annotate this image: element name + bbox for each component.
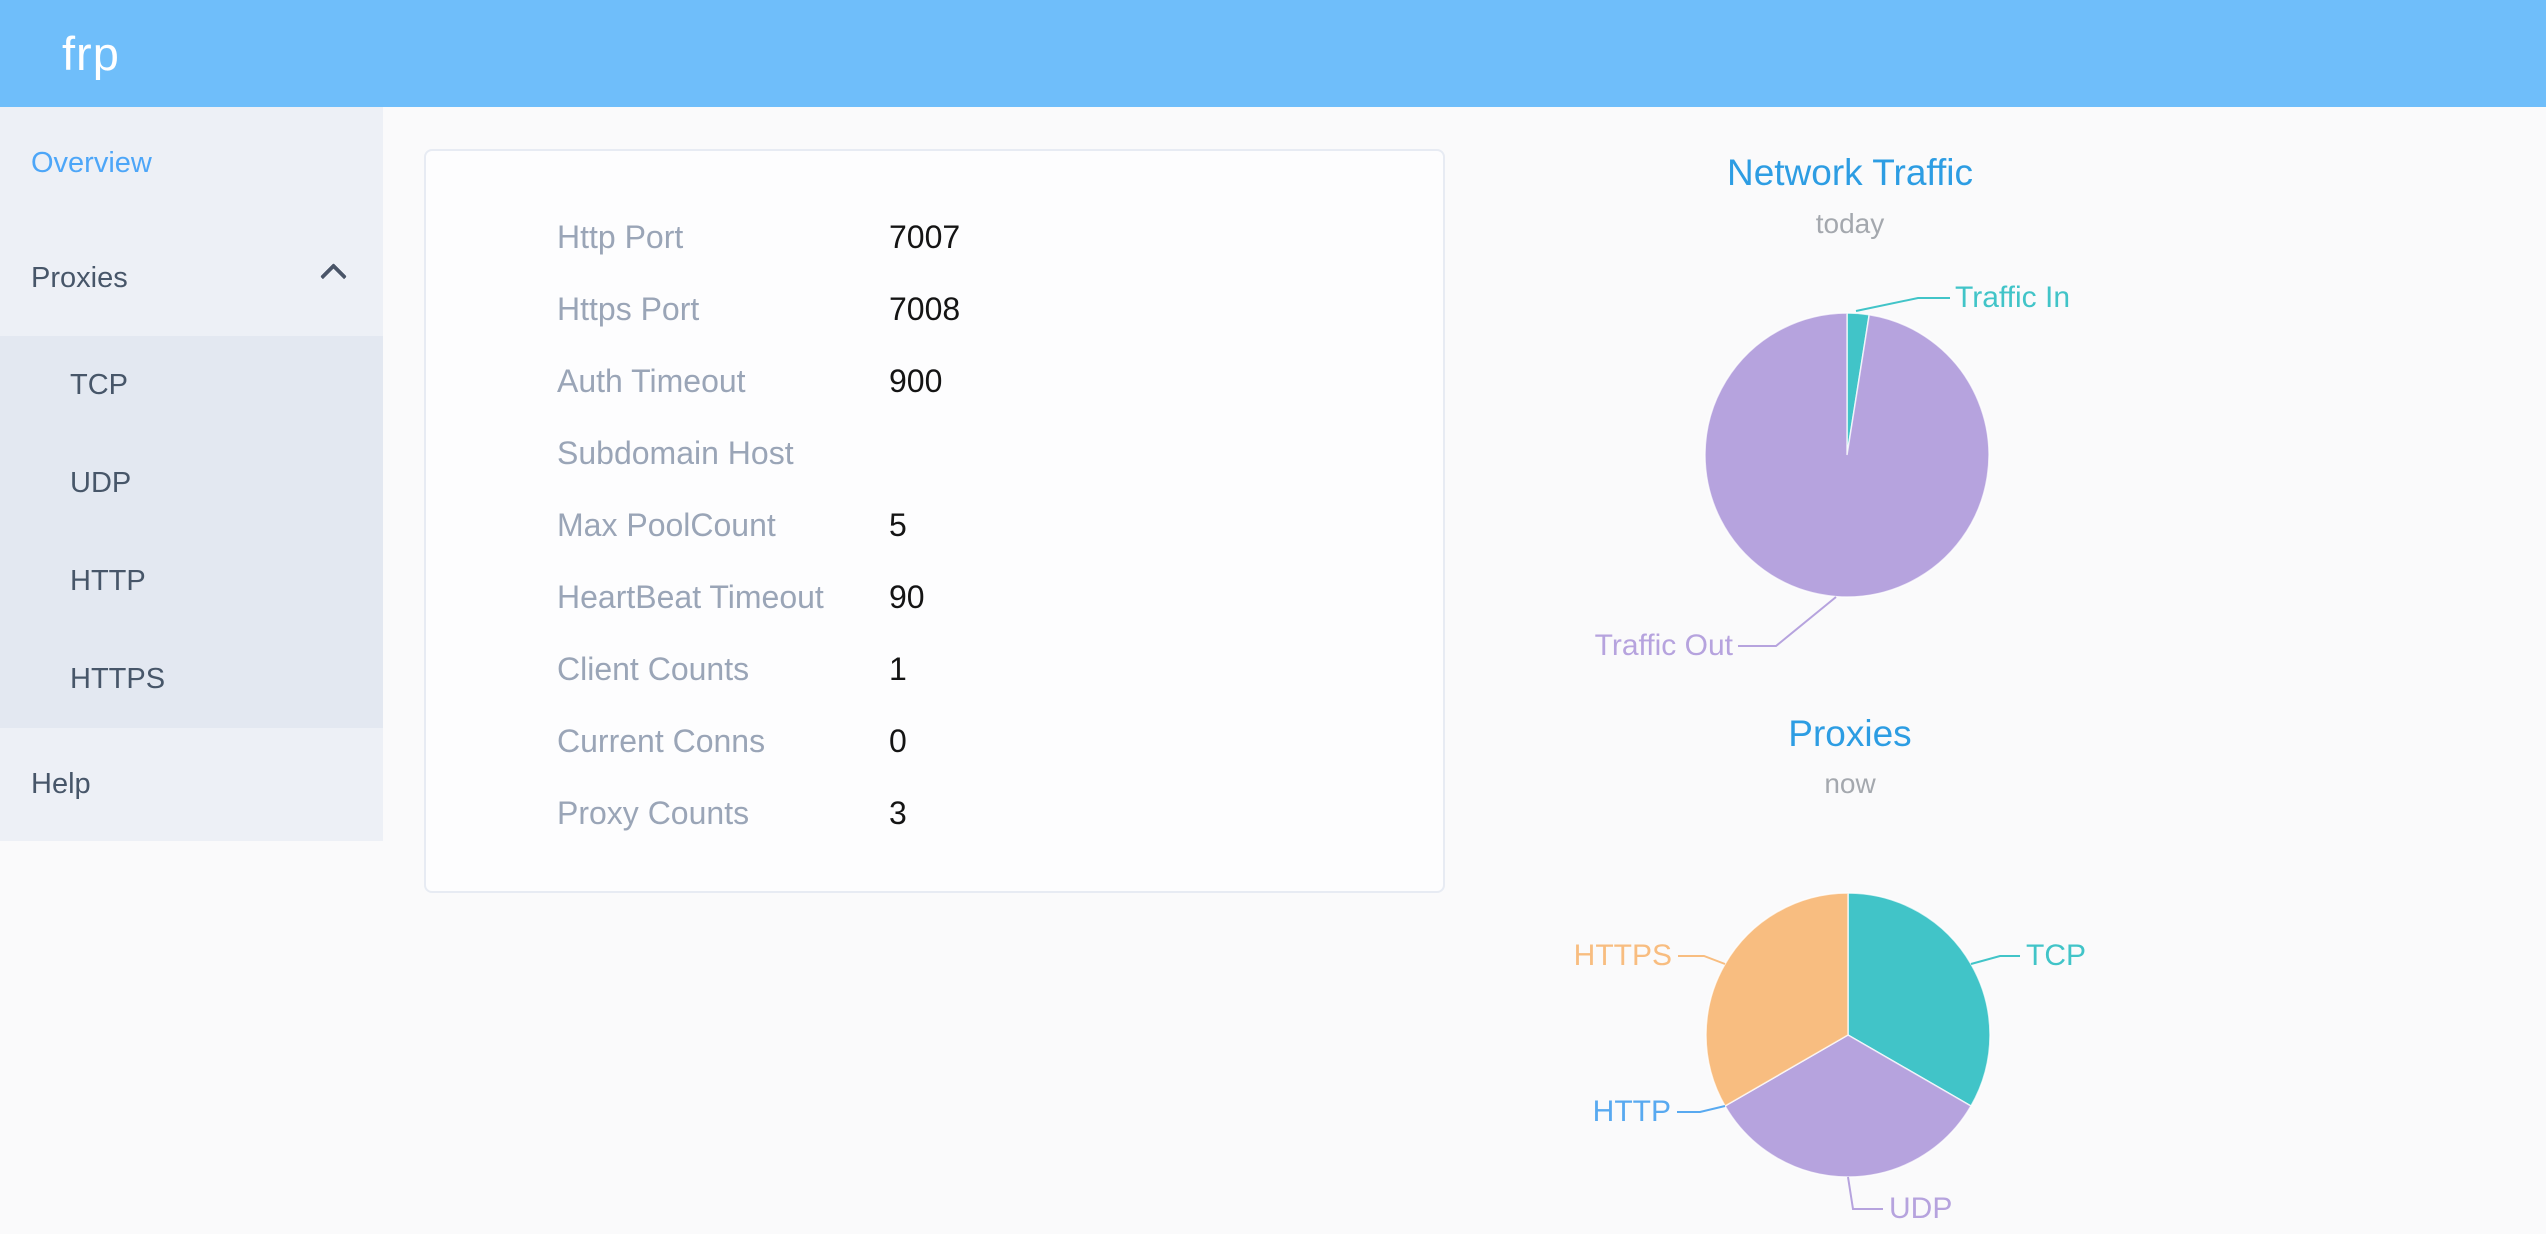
proxies-pie-slices[interactable]	[1705, 892, 1991, 1178]
sidebar-item-tcp[interactable]: TCP	[70, 369, 128, 401]
info-row-current-conns: Current Conns 0	[426, 705, 1443, 777]
sidebar-item-http[interactable]: HTTP	[70, 565, 146, 597]
info-value: 0	[889, 722, 907, 759]
info-label: Max PoolCount	[557, 506, 776, 543]
chevron-up-icon	[320, 263, 347, 290]
sidebar-item-overview-label: Overview	[31, 147, 152, 179]
network-traffic-pie-slices[interactable]	[1704, 312, 1990, 598]
network-traffic-title: Network Traffic	[1726, 152, 1974, 193]
info-label: Auth Timeout	[557, 362, 746, 399]
sidebar-item-help-label: Help	[31, 768, 91, 800]
network-traffic-pie[interactable]	[1550, 140, 2150, 685]
sidebar-item-https[interactable]: HTTPS	[70, 663, 166, 695]
info-row-proxy-counts: Proxy Counts 3	[426, 777, 1443, 849]
traffic-out-leader-line	[1738, 596, 1837, 647]
network-traffic-subtitle: today	[1815, 208, 1885, 239]
udp-leader-line	[1847, 1176, 1883, 1210]
sidebar-item-proxies-label: Proxies	[31, 262, 128, 294]
info-value: 7008	[889, 290, 961, 327]
tcp-leader-line	[1970, 955, 2020, 965]
proxies-pie[interactable]	[1550, 690, 2150, 1234]
https-leader-line	[1678, 955, 1726, 965]
pie-slice-traffic-out[interactable]	[1704, 312, 1990, 598]
sidebar-item-proxies[interactable]: Proxies	[0, 220, 383, 336]
proxies-title: Proxies	[1788, 713, 1912, 754]
info-label: Proxy Counts	[557, 794, 750, 831]
info-row-auth-timeout: Auth Timeout 900	[426, 345, 1443, 417]
info-row-https-port: Https Port 7008	[426, 273, 1443, 345]
sidebar-item-help[interactable]: Help	[0, 728, 383, 841]
info-value: 900	[889, 362, 943, 399]
info-value: 1	[889, 650, 907, 687]
https-label: HTTPS	[1573, 939, 1672, 972]
tcp-label: TCP	[2026, 939, 2086, 972]
sidebar-submenu: TCP UDP HTTP HTTPS	[0, 336, 383, 728]
info-row-max-poolcount: Max PoolCount 5	[426, 489, 1443, 561]
info-value: 3	[889, 794, 907, 831]
server-info-card: Http Port 7007 Https Port 7008 Auth Time…	[424, 149, 1445, 893]
info-label: Subdomain Host	[557, 434, 794, 471]
info-label: Http Port	[557, 218, 684, 255]
info-label: HeartBeat Timeout	[557, 578, 824, 615]
sidebar-item-udp[interactable]: UDP	[70, 467, 132, 499]
network-traffic-chart: Network Traffic today Traffic In Traffic…	[1550, 140, 2150, 685]
traffic-in-leader-line	[1855, 297, 1950, 312]
info-value: 90	[889, 578, 925, 615]
info-row-client-counts: Client Counts 1	[426, 633, 1443, 705]
proxies-chart: Proxies now TCP UDP HTTP HTTPS	[1550, 690, 2150, 1234]
udp-label: UDP	[1889, 1192, 1953, 1225]
info-value: 5	[889, 506, 907, 543]
http-leader-line	[1677, 1105, 1726, 1113]
sidebar: Overview Proxies TCP UDP HTTP HTTPS Help	[0, 107, 383, 841]
info-label: Client Counts	[557, 650, 750, 687]
traffic-in-label: Traffic In	[1955, 281, 2071, 314]
info-row-subdomain-host: Subdomain Host	[426, 417, 1443, 489]
app-logo: frp	[62, 27, 120, 80]
http-label: HTTP	[1592, 1095, 1671, 1128]
proxies-subtitle: now	[1824, 768, 1876, 799]
info-row-heartbeat-timeout: HeartBeat Timeout 90	[426, 561, 1443, 633]
info-label: Current Conns	[557, 722, 766, 759]
pie-slice-tcp[interactable]	[1847, 892, 1991, 1108]
pie-slice-https[interactable]	[1705, 892, 1849, 1108]
traffic-out-label: Traffic Out	[1594, 629, 1733, 662]
sidebar-item-overview[interactable]: Overview	[0, 107, 383, 220]
app-header: frp	[0, 0, 2546, 107]
info-value: 7007	[889, 218, 961, 255]
info-label: Https Port	[557, 290, 700, 327]
info-row-http-port: Http Port 7007	[426, 201, 1443, 273]
